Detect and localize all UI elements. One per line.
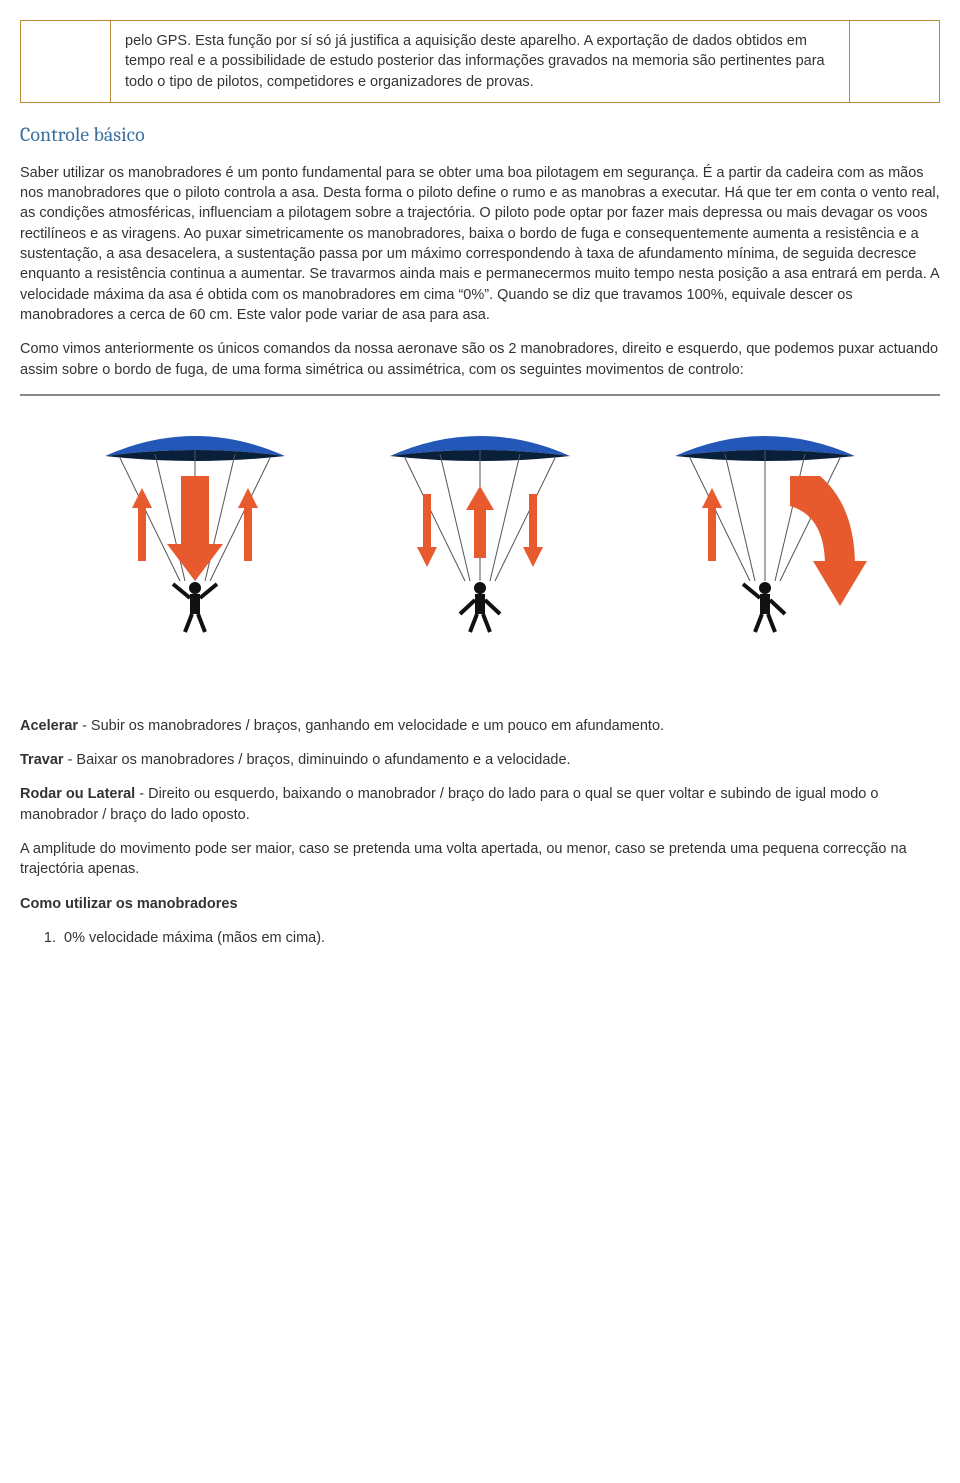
table-cell-main: pelo GPS. Esta função por sí só já justi… (111, 21, 850, 103)
diagram-panel-travar (370, 416, 590, 646)
def-rodar-label: Rodar ou Lateral (20, 786, 135, 802)
diagram-panel-acelerar (85, 416, 305, 646)
def-acelerar: Acelerar - Subir os manobradores / braço… (20, 716, 940, 736)
diagram-rule (20, 394, 940, 396)
manobradores-list: 0% velocidade máxima (mãos em cima). (60, 928, 940, 948)
table-cell-left (21, 21, 111, 103)
paraglider-diagram (20, 394, 940, 686)
def-rodar-text: - Direito ou esquerdo, baixando o manobr… (20, 786, 878, 822)
table-cell-right (850, 21, 940, 103)
heading-controle-basico: Controle básico (20, 121, 940, 149)
def-travar-label: Travar (20, 752, 64, 768)
def-rodar: Rodar ou Lateral - Direito ou esquerdo, … (20, 784, 940, 825)
def-acelerar-label: Acelerar (20, 718, 78, 734)
def-acelerar-text: - Subir os manobradores / braços, ganhan… (78, 718, 664, 734)
diagram-panel-rodar (655, 416, 875, 646)
gps-table: pelo GPS. Esta função por sí só já justi… (20, 20, 940, 103)
def-travar-text: - Baixar os manobradores / braços, dimin… (64, 752, 571, 768)
subheading-como-utilizar: Como utilizar os manobradores (20, 894, 940, 914)
paragraph-1: Saber utilizar os manobradores é um pont… (20, 163, 940, 325)
paragraph-amplitude: A amplitude do movimento pode ser maior,… (20, 839, 940, 880)
list-item-1: 0% velocidade máxima (mãos em cima). (60, 928, 940, 948)
paragraph-2: Como vimos anteriormente os únicos coman… (20, 339, 940, 380)
def-travar: Travar - Baixar os manobradores / braços… (20, 750, 940, 770)
